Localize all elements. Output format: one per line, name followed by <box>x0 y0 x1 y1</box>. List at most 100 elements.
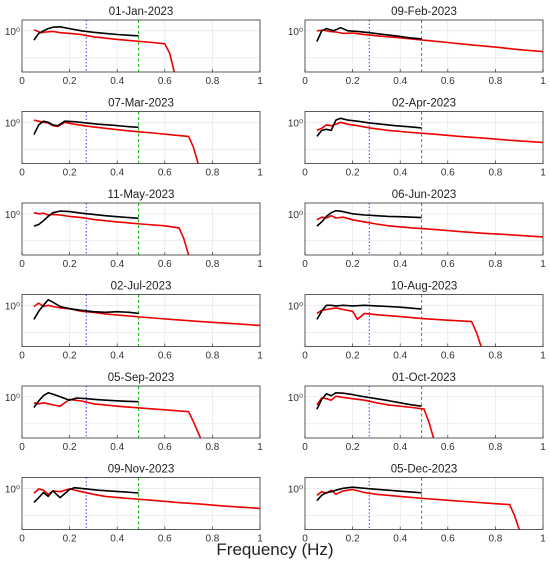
subplot-5: 11-May-2023 0 0.2 0.4 0.6 0.8 1 10⁰ <box>5 189 263 270</box>
red-series-line <box>33 211 190 256</box>
subplot-4: 02-Apr-2023 0 0.2 0.4 0.6 0.8 1 10⁰ <box>288 98 546 179</box>
black-series-line <box>316 117 422 137</box>
x-tick-label: 0.8 <box>205 76 219 87</box>
x-tick-label: 0.6 <box>441 76 455 87</box>
plot-area <box>22 111 260 164</box>
y-tick-label: 10⁰ <box>5 210 20 221</box>
black-series-line <box>316 209 422 227</box>
x-tick-label: 0.8 <box>205 259 219 270</box>
y-tick-label: 10⁰ <box>288 27 303 38</box>
y-tick-label: 10⁰ <box>5 301 20 312</box>
x-tick-label: 0.8 <box>488 259 502 270</box>
subplot-2: 09-Feb-2023 0 0.2 0.4 0.6 0.8 1 10⁰ <box>288 6 546 87</box>
axes-box <box>21 111 261 164</box>
x-tick-label: 0 <box>19 351 25 362</box>
red-series-line <box>33 488 260 510</box>
subplot-9: 05-Sep-2023 0 0.2 0.4 0.6 0.8 1 10⁰ <box>5 372 263 453</box>
x-tick-label: 0.2 <box>346 76 360 87</box>
y-tick-label: 10⁰ <box>288 393 303 404</box>
axes-box <box>21 19 261 73</box>
x-tick-label: 0 <box>302 168 308 179</box>
black-series-line <box>33 25 139 41</box>
subplot-1: 01-Jan-2023 0 0.2 0.4 0.6 0.8 1 10⁰ <box>5 6 263 87</box>
x-tick-label: 0.2 <box>346 168 360 179</box>
x-axis-label: Frequency (Hz) <box>216 540 334 559</box>
red-series-line <box>316 395 435 439</box>
black-series-line <box>33 391 139 408</box>
subplot-title: 11-May-2023 <box>108 189 175 201</box>
x-tick-label: 0.4 <box>393 351 407 362</box>
axes-box <box>21 385 261 439</box>
x-tick-label: 0.2 <box>63 534 77 545</box>
axes-box <box>304 294 544 347</box>
y-tick-label: 10⁰ <box>5 27 20 38</box>
x-tick-label: 0.4 <box>393 534 407 545</box>
subplot-title: 09-Feb-2023 <box>391 6 457 18</box>
x-tick-label: 1 <box>257 168 263 179</box>
x-tick-label: 0.6 <box>441 351 455 362</box>
axes-box <box>21 294 261 347</box>
x-tick-label: 1 <box>540 442 546 453</box>
x-tick-label: 0 <box>19 442 25 453</box>
subplot-7: 02-Jul-2023 0 0.2 0.4 0.6 0.8 1 10⁰ <box>5 281 263 362</box>
x-tick-label: 0.6 <box>158 442 172 453</box>
x-tick-label: 0.6 <box>441 168 455 179</box>
x-tick-label: 0.4 <box>110 351 124 362</box>
x-tick-label: 0.4 <box>110 534 124 545</box>
x-tick-label: 0.6 <box>441 259 455 270</box>
x-tick-label: 0 <box>19 76 25 87</box>
x-tick-label: 0.6 <box>158 534 172 545</box>
subplot-3: 07-Mar-2023 0 0.2 0.4 0.6 0.8 1 10⁰ <box>5 98 263 179</box>
axes-box <box>304 385 544 439</box>
x-tick-label: 0 <box>19 534 25 545</box>
black-series-line <box>316 486 422 502</box>
y-tick-label: 10⁰ <box>5 393 20 404</box>
x-tick-label: 1 <box>540 534 546 545</box>
y-tick-label: 10⁰ <box>288 210 303 221</box>
x-tick-label: 1 <box>257 534 263 545</box>
x-tick-label: 0.2 <box>63 442 77 453</box>
x-tick-label: 0.4 <box>110 442 124 453</box>
red-series-line <box>316 121 543 144</box>
plot-area <box>305 477 543 530</box>
plot-area <box>22 20 260 72</box>
axes-box <box>21 202 261 256</box>
subplot-title: 10-Aug-2023 <box>391 281 458 293</box>
x-tick-label: 0 <box>302 442 308 453</box>
black-series-line <box>33 120 139 135</box>
x-tick-label: 0.4 <box>393 259 407 270</box>
red-series-line <box>33 119 199 164</box>
x-tick-label: 1 <box>540 76 546 87</box>
red-series-line <box>33 28 176 73</box>
axes-box <box>304 111 544 164</box>
subplot-title: 07-Mar-2023 <box>108 98 174 110</box>
axes-box <box>21 477 261 530</box>
subplot-title: 02-Jul-2023 <box>111 281 172 293</box>
x-tick-label: 1 <box>540 259 546 270</box>
x-tick-label: 1 <box>257 442 263 453</box>
x-tick-label: 0 <box>302 534 308 545</box>
y-tick-label: 10⁰ <box>5 484 20 495</box>
x-tick-label: 1 <box>257 259 263 270</box>
x-tick-label: 0.8 <box>205 442 219 453</box>
black-series-line <box>33 486 139 503</box>
red-series-line <box>316 307 482 347</box>
x-tick-label: 0.8 <box>488 442 502 453</box>
x-tick-label: 0.2 <box>346 351 360 362</box>
x-tick-label: 0.2 <box>63 351 77 362</box>
subplot-11: 09-Nov-2023 0 0.2 0.4 0.6 0.8 1 10⁰ <box>5 464 263 545</box>
y-tick-label: 10⁰ <box>288 301 303 312</box>
plot-area <box>305 111 543 164</box>
x-tick-label: 1 <box>540 351 546 362</box>
x-tick-label: 0 <box>302 76 308 87</box>
x-tick-label: 0.6 <box>158 168 172 179</box>
x-tick-label: 0.2 <box>63 168 77 179</box>
x-tick-label: 0.4 <box>110 76 124 87</box>
subplot-title: 09-Nov-2023 <box>108 464 174 476</box>
x-tick-label: 0.4 <box>393 168 407 179</box>
red-series-line <box>316 29 543 53</box>
black-series-line <box>316 391 422 410</box>
x-tick-label: 0.6 <box>158 76 172 87</box>
x-tick-label: 0.2 <box>63 259 77 270</box>
x-tick-label: 0.6 <box>441 534 455 545</box>
